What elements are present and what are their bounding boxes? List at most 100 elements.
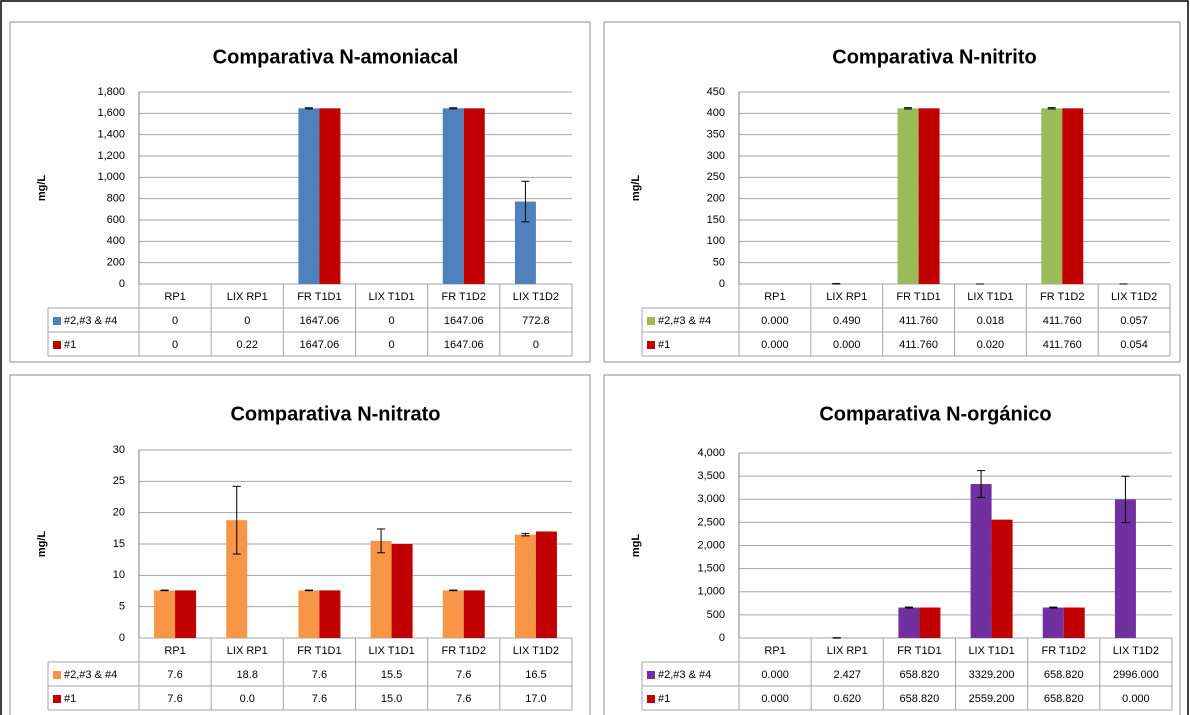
y-tick-label: 3,500	[697, 470, 725, 482]
y-tick-label: 2,500	[697, 516, 725, 528]
category-label: LIX RP1	[826, 291, 867, 303]
y-tick-label: 500	[707, 609, 725, 621]
table-value: 3329.200	[969, 669, 1015, 681]
bar	[319, 590, 341, 638]
y-tick-label: 400	[707, 107, 725, 119]
category-label: LIX T1D2	[513, 645, 559, 657]
category-label: FR T1D2	[442, 645, 486, 657]
table-value: 17.0	[525, 693, 546, 705]
category-label: LIX RP1	[227, 645, 268, 657]
bar	[442, 108, 464, 284]
y-tick-label: 1,500	[697, 563, 725, 575]
table-value: 0.018	[977, 315, 1005, 327]
table-value: 0.490	[833, 315, 861, 327]
y-tick-label: 20	[113, 507, 125, 519]
legend-key	[53, 695, 61, 703]
bar	[319, 108, 341, 284]
bar	[442, 590, 464, 638]
table-value: 1647.06	[300, 315, 340, 327]
y-tick-label: 3,000	[697, 493, 725, 505]
table-value: 7.6	[312, 693, 327, 705]
y-tick-label: 30	[113, 444, 125, 456]
chart-title: Comparativa N-nitrato	[230, 403, 440, 425]
y-tick-label: 10	[113, 569, 125, 581]
category-label: LIX T1D2	[1113, 645, 1159, 657]
y-tick-label: 1,200	[97, 150, 125, 162]
bar	[154, 590, 176, 638]
bar	[919, 607, 941, 638]
y-tick-label: 2,000	[697, 539, 725, 551]
table-value: 15.5	[381, 669, 402, 681]
table-value: 7.6	[312, 669, 327, 681]
category-label: LIX T1D1	[967, 291, 1013, 303]
y-axis-label: mg/L	[36, 531, 48, 558]
table-value: 0.054	[1120, 339, 1148, 351]
table-value: 0	[172, 339, 178, 351]
table-value: 411.760	[899, 315, 938, 327]
legend-label: #2,#3 & #4	[64, 315, 117, 327]
bar	[918, 108, 940, 284]
y-tick-label: 150	[707, 214, 725, 226]
bar	[463, 590, 485, 638]
table-value: 16.5	[525, 669, 546, 681]
y-tick-label: 0	[119, 632, 125, 644]
legend-key	[647, 341, 655, 349]
bar	[463, 108, 485, 284]
table-value: 15.0	[381, 693, 402, 705]
y-axis-label: mgL	[630, 534, 642, 558]
table-value: 7.6	[456, 693, 471, 705]
y-tick-label: 450	[707, 86, 725, 98]
category-label: FR T1D1	[297, 291, 341, 303]
y-tick-label: 1,000	[97, 171, 125, 183]
category-label: LIX T1D1	[368, 645, 414, 657]
table-value: 0.000	[761, 693, 789, 705]
bar	[514, 534, 536, 638]
table-value: 0.000	[1122, 693, 1150, 705]
bar	[898, 607, 920, 638]
table-value: 7.6	[456, 669, 471, 681]
table-value: 0	[172, 315, 178, 327]
table-value: 0.000	[833, 339, 861, 351]
bar	[970, 484, 992, 638]
bar	[535, 531, 557, 638]
table-value: 658.820	[900, 693, 940, 705]
legend-label: #1	[64, 693, 76, 705]
legend-key	[53, 671, 61, 679]
table-value: 658.820	[900, 669, 940, 681]
bar	[897, 108, 919, 284]
legend-label: #2,#3 & #4	[64, 669, 117, 681]
chart-panel	[603, 21, 1181, 363]
table-value: 0	[533, 339, 539, 351]
y-tick-label: 0	[719, 278, 725, 290]
category-label: LIX T1D1	[968, 645, 1014, 657]
category-label: FR T1D2	[442, 291, 486, 303]
table-value: 2559.200	[969, 693, 1015, 705]
y-axis-label: mg/L	[630, 175, 642, 202]
y-axis-label: mg/L	[36, 175, 48, 202]
table-value: 0.000	[761, 315, 789, 327]
table-value: 0.620	[833, 693, 861, 705]
y-tick-label: 300	[707, 150, 725, 162]
table-value: 658.820	[1044, 669, 1084, 681]
y-tick-label: 0	[719, 632, 725, 644]
y-tick-label: 50	[713, 257, 725, 269]
table-value: 0	[389, 315, 395, 327]
table-value: 0	[389, 339, 395, 351]
bar	[1114, 499, 1136, 638]
y-tick-label: 0	[119, 278, 125, 290]
table-value: 1647.06	[444, 315, 484, 327]
category-label: FR T1D1	[896, 291, 940, 303]
table-value: 18.8	[237, 669, 258, 681]
y-tick-label: 1,600	[97, 107, 125, 119]
table-value: 0.057	[1120, 315, 1148, 327]
table-value: 0.020	[977, 339, 1005, 351]
category-label: RP1	[764, 291, 785, 303]
y-tick-label: 15	[113, 538, 125, 550]
legend-key	[53, 341, 61, 349]
table-value: 411.760	[1043, 315, 1082, 327]
bar	[370, 540, 392, 638]
legend-label: #2,#3 & #4	[658, 315, 711, 327]
legend-key	[53, 317, 61, 325]
